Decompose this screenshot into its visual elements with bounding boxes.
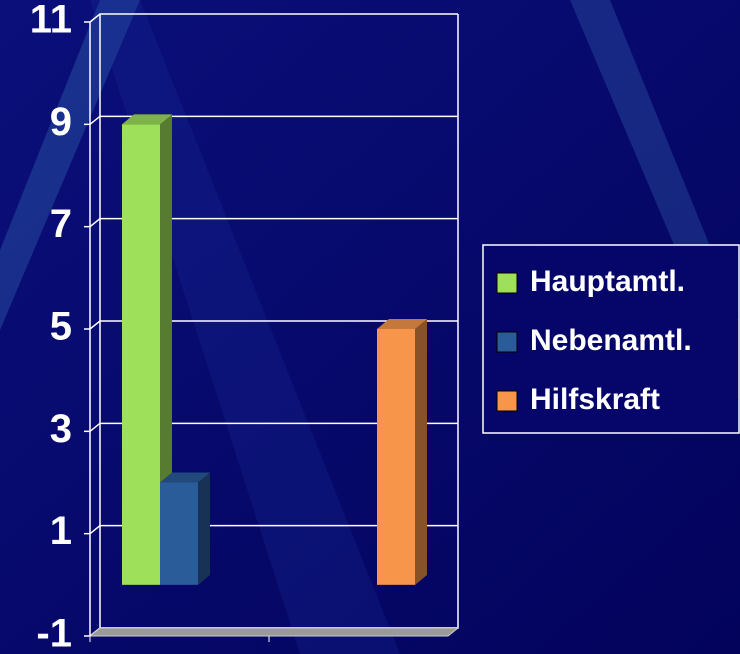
y-tick-label: 3 [50, 407, 72, 451]
legend-swatch [496, 390, 518, 412]
grid-line [89, 115, 458, 125]
bar-top-shade [160, 472, 210, 483]
bar [377, 319, 427, 585]
y-tick-label: 7 [50, 202, 72, 246]
grid-line [89, 524, 458, 535]
bar [160, 472, 210, 585]
y-tick-label: 5 [50, 305, 72, 349]
bar-top [122, 114, 172, 125]
y-tick-label: -1 [36, 612, 72, 654]
legend-swatch [496, 272, 518, 294]
bar-top-shade [377, 319, 427, 329]
bar-side [198, 472, 210, 585]
y-tick-label: 11 [30, 0, 72, 42]
legend-swatch [496, 331, 518, 353]
bar-side-shade [415, 319, 427, 585]
bar-front [160, 482, 198, 585]
grid-line [89, 217, 458, 228]
bar-side-shade [160, 114, 172, 585]
legend-label: Hauptamtl. [530, 265, 685, 298]
y-tick-label: 9 [50, 100, 72, 144]
bar-side [160, 114, 172, 585]
legend-label: Hilfskraft [530, 383, 660, 416]
floor [88, 627, 460, 637]
legend-box [482, 244, 740, 434]
bar-side-shade [198, 472, 210, 585]
plot: -1 1 3 5 7 9 11 [30, 0, 460, 654]
bar-top-shade [122, 114, 172, 125]
bar-front [377, 329, 415, 585]
bar-front [122, 124, 160, 585]
legend-label: Nebenamtl. [530, 324, 692, 357]
grid-line [89, 13, 458, 23]
grid-line [89, 320, 458, 330]
y-tick-label: 1 [50, 509, 72, 553]
grid-line [89, 422, 458, 432]
bar-side [415, 319, 427, 585]
legend: Hauptamtl. Nebenamtl. Hilfskraft [496, 265, 692, 416]
streak [0, 0, 140, 330]
bar-top [160, 472, 210, 483]
bar-top [377, 319, 427, 329]
bar [122, 114, 172, 585]
